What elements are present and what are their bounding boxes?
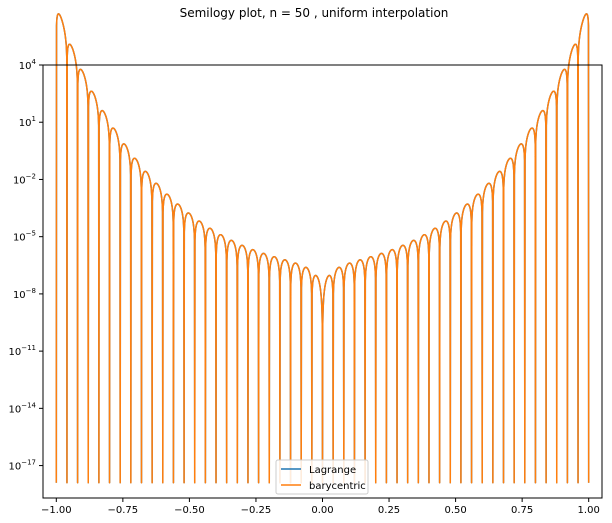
plot-lines	[55, 13, 590, 484]
x-tick-label: −1.00	[41, 505, 72, 516]
y-tick-label: 10−2	[13, 172, 36, 186]
y-axis: 104 101 10−2 10−5 10−8 10−11 10−14 10−17	[8, 58, 43, 473]
x-tick-label: −0.25	[241, 505, 272, 516]
y-tick-label: 10−14	[8, 401, 36, 415]
legend-label-barycentric: barycentric	[309, 481, 366, 492]
legend: Lagrange barycentric	[275, 459, 369, 495]
y-tick-label: 10−11	[8, 344, 36, 358]
legend-label-lagrange: Lagrange	[309, 465, 356, 476]
x-tick-label: 0.25	[378, 505, 400, 516]
y-tick-label: 104	[19, 58, 37, 72]
x-tick-label: 1.00	[578, 505, 600, 516]
y-tick-label: 10−5	[13, 230, 36, 244]
y-tick-label: 10−8	[13, 287, 36, 301]
x-tick-label: 0.00	[311, 505, 333, 516]
x-tick-label: −0.75	[108, 505, 139, 516]
x-tick-label: −0.50	[174, 505, 205, 516]
x-tick-label: 0.75	[511, 505, 533, 516]
series-line-barycentric	[55, 13, 590, 484]
chart-title: Semilogy plot, n = 50 , uniform interpol…	[180, 6, 449, 20]
y-tick-label: 101	[19, 115, 36, 129]
x-tick-label: 0.50	[444, 505, 466, 516]
x-axis: −1.00 −0.75 −0.50 −0.25 0.00 0.25 0.50 0.75 1.00	[41, 498, 600, 516]
y-tick-label: 10−17	[8, 459, 36, 473]
